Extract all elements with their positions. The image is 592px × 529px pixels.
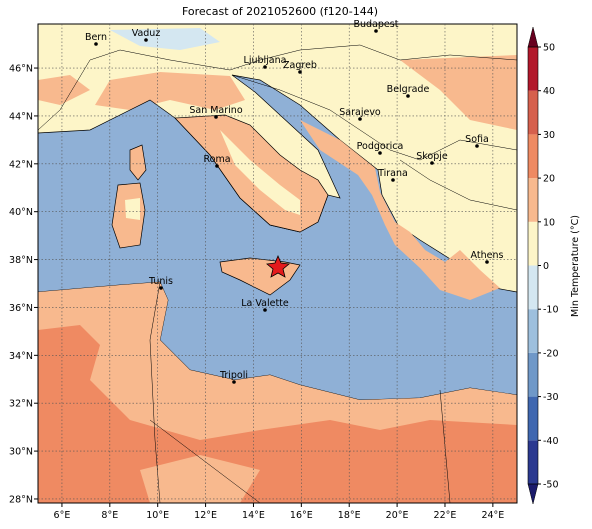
city-label: Sarajevo bbox=[339, 107, 381, 118]
title: Forecast of 2021052600 (f120-144) bbox=[182, 5, 378, 18]
colorbar-over bbox=[527, 26, 539, 48]
city-dot bbox=[263, 308, 267, 312]
city-label: La Valette bbox=[241, 298, 289, 309]
city-label: Belgrade bbox=[387, 84, 430, 95]
city-label: Tripoli bbox=[219, 370, 248, 381]
x-tick-label: 22°E bbox=[434, 510, 457, 521]
colorbar-tick-label: -10 bbox=[543, 305, 559, 316]
city-dot bbox=[475, 144, 479, 148]
sardinia-cool bbox=[125, 198, 140, 220]
city-dot bbox=[374, 29, 378, 33]
city-label: Budapest bbox=[354, 19, 399, 30]
city-dot bbox=[159, 286, 163, 290]
city-label: Tirana bbox=[377, 168, 408, 179]
warm-area bbox=[38, 75, 90, 105]
forecast-star bbox=[266, 254, 290, 278]
y-tick-label: 42°N bbox=[9, 159, 33, 170]
city-label: Vaduz bbox=[132, 28, 161, 39]
colorbar-band bbox=[528, 265, 538, 310]
y-tick-label: 38°N bbox=[9, 255, 33, 266]
colorbar-band bbox=[528, 178, 538, 222]
city-label: Sofia bbox=[465, 134, 489, 145]
x-tick-label: 10°E bbox=[146, 510, 169, 521]
colorbar-tick-label: 40 bbox=[543, 86, 555, 97]
city-label: Athens bbox=[471, 250, 504, 261]
y-tick-label: 36°N bbox=[9, 303, 33, 314]
colorbar-tick-label: -40 bbox=[543, 436, 559, 447]
y-tick-label: 44°N bbox=[9, 111, 33, 122]
colorbar-band bbox=[528, 309, 538, 353]
city-label: Zagreb bbox=[283, 60, 317, 71]
colorbar-band bbox=[528, 221, 538, 266]
x-tick-label: 6°E bbox=[54, 510, 71, 521]
city-dot bbox=[430, 161, 434, 165]
colorbar-band bbox=[528, 90, 538, 135]
city-label: Skopje bbox=[416, 151, 448, 162]
city-dot bbox=[94, 42, 98, 46]
x-tick-label: 20°E bbox=[386, 510, 409, 521]
cool-area bbox=[110, 28, 220, 50]
colorbar-band bbox=[528, 134, 538, 179]
x-tick-label: 16°E bbox=[290, 510, 313, 521]
city-dot bbox=[391, 178, 395, 182]
colorbar-band bbox=[528, 440, 538, 484]
y-tick-label: 40°N bbox=[9, 207, 33, 218]
x-tick-label: 24°E bbox=[481, 510, 504, 521]
city-dot bbox=[215, 164, 219, 168]
corsica bbox=[129, 144, 147, 181]
x-tick-label: 14°E bbox=[242, 510, 265, 521]
colorbar-label: Min Temperature (°C) bbox=[570, 215, 581, 317]
colorbar-band bbox=[528, 396, 538, 441]
colorbar-tick-label: -30 bbox=[543, 392, 559, 403]
y-tick-label: 32°N bbox=[9, 399, 33, 410]
city-label: Bern bbox=[85, 32, 107, 43]
warm-area bbox=[300, 120, 500, 300]
colorbar-tick-label: 50 bbox=[543, 43, 555, 54]
colorbar-tick-label: 30 bbox=[543, 130, 555, 141]
city-label: Ljubljana bbox=[244, 55, 287, 66]
colorbar-tick-label: -50 bbox=[543, 480, 559, 491]
city-label: San Marino bbox=[189, 105, 242, 116]
city-dot bbox=[232, 380, 236, 384]
y-tick-label: 46°N bbox=[9, 64, 33, 75]
x-tick-label: 12°E bbox=[194, 510, 217, 521]
colorbar-under bbox=[527, 483, 539, 505]
colorbar-tick-label: 20 bbox=[543, 174, 555, 185]
warm-area bbox=[95, 72, 245, 110]
city-dot bbox=[358, 117, 362, 121]
city-dot bbox=[263, 65, 267, 69]
city-dot bbox=[406, 94, 410, 98]
city-dot bbox=[214, 115, 218, 119]
colorbar-tick-label: 0 bbox=[543, 261, 549, 272]
city-label: Podgorica bbox=[357, 141, 404, 152]
italy-cool bbox=[220, 130, 300, 215]
city-dot bbox=[144, 38, 148, 42]
city-label: Tunis bbox=[148, 276, 173, 287]
city-dot bbox=[298, 70, 302, 74]
colorbar-tick-label: -20 bbox=[543, 348, 559, 359]
city-label: Roma bbox=[203, 154, 230, 165]
y-tick-label: 34°N bbox=[9, 351, 33, 362]
x-tick-label: 18°E bbox=[338, 510, 361, 521]
y-tick-label: 28°N bbox=[9, 494, 33, 505]
city-dot bbox=[485, 260, 489, 264]
city-dot bbox=[378, 151, 382, 155]
map-frame bbox=[37, 23, 518, 504]
warm-area bbox=[400, 55, 517, 130]
x-tick-label: 8°E bbox=[101, 510, 118, 521]
y-tick-label: 30°N bbox=[9, 447, 33, 458]
colorbar-band bbox=[528, 47, 538, 91]
colorbar-tick-label: 10 bbox=[543, 217, 555, 228]
africa-cool bbox=[140, 455, 260, 503]
colorbar-band bbox=[528, 352, 538, 397]
